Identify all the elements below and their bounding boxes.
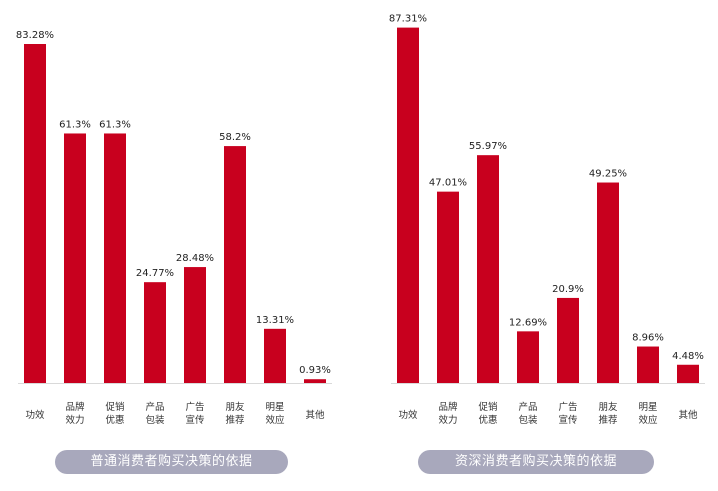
category-label: 优惠 [478,414,497,426]
bar-ordinary-6 [264,328,286,383]
value-label: 12.69% [509,317,547,328]
bar-experienced-7 [677,364,699,383]
bar-experienced-4 [557,297,579,383]
category-label: 朋友 [598,401,618,413]
bar-ordinary-2 [104,133,126,383]
chart-title-experienced-consumers: 资深消费者购买决策的依据 [418,450,654,474]
category-label: 宣传 [185,414,205,426]
category-label: 明星 [265,402,284,413]
value-label: 61.3% [99,119,131,130]
category-label: 品牌 [438,401,458,413]
category-label: 效应 [638,414,658,426]
bar-experienced-1 [437,191,459,383]
bar-ordinary-7 [304,379,326,383]
category-label: 包装 [518,414,538,426]
bar-ordinary-1 [64,133,86,383]
value-label: 28.48% [176,253,214,264]
category-label: 包装 [145,414,165,426]
category-label: 其他 [305,409,325,421]
category-label: 广告 [558,401,577,413]
category-label: 宣传 [558,414,578,426]
bar-experienced-3 [517,331,539,383]
value-label: 61.3% [59,119,91,130]
value-label: 0.93% [299,365,331,376]
value-label: 8.96% [632,333,664,344]
category-label: 优惠 [105,414,124,426]
value-label: 13.31% [256,315,294,326]
chart-title-ordinary-consumers: 普通消费者购买决策的依据 [55,450,288,474]
bar-ordinary-0 [24,44,46,383]
bar-experienced-0 [397,27,419,384]
value-label: 87.31% [389,14,427,25]
category-label: 促销 [478,401,498,413]
category-label: 效力 [438,414,457,426]
category-label: 推荐 [225,414,245,426]
category-label: 其他 [678,409,698,421]
value-label: 4.48% [672,351,704,362]
category-label: 广告 [185,401,204,413]
category-label: 效力 [65,414,84,426]
bar-ordinary-3 [144,282,166,383]
category-label: 功效 [25,409,45,421]
value-label: 55.97% [469,141,507,152]
category-label: 推荐 [598,414,618,426]
value-label: 47.01% [429,178,467,189]
value-label: 24.77% [136,268,174,279]
bar-experienced-5 [597,182,619,383]
category-label: 促销 [105,401,125,413]
value-label: 20.9% [552,284,584,295]
value-label: 83.28% [16,30,54,41]
category-label: 效应 [265,414,285,426]
category-label: 朋友 [225,401,245,413]
bar-ordinary-5 [224,146,246,383]
bar-experienced-2 [477,155,499,383]
category-label: 产品 [518,401,537,413]
bar-ordinary-4 [184,267,206,383]
bar-experienced-6 [637,346,659,383]
category-label: 品牌 [65,401,85,413]
category-label: 明星 [638,402,657,413]
category-label: 功效 [398,409,418,421]
value-label: 49.25% [589,169,627,180]
category-label: 产品 [145,401,164,413]
value-label: 58.2% [219,132,251,143]
